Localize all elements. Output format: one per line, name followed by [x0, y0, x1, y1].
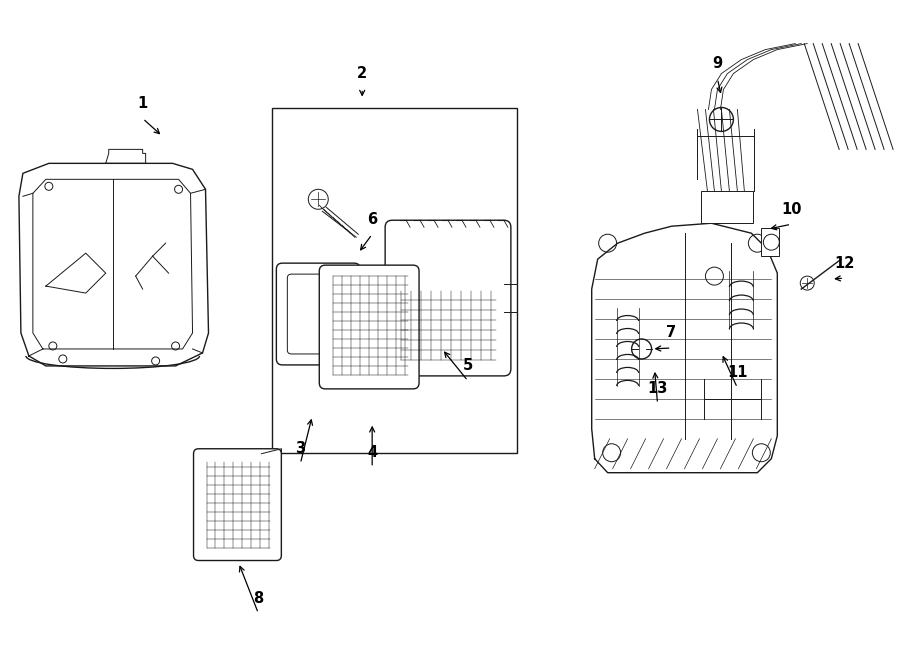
Polygon shape	[19, 163, 209, 366]
Text: 3: 3	[295, 442, 305, 456]
Text: 2: 2	[357, 66, 367, 81]
Text: 5: 5	[463, 358, 473, 373]
Text: 6: 6	[367, 212, 377, 227]
Bar	[701, 191, 753, 223]
Bar	[761, 228, 779, 256]
Text: 1: 1	[138, 96, 148, 111]
FancyBboxPatch shape	[276, 263, 360, 365]
Text: 11: 11	[727, 366, 748, 381]
Text: 10: 10	[781, 202, 802, 217]
FancyBboxPatch shape	[194, 449, 282, 561]
Text: 7: 7	[667, 325, 677, 340]
Text: 8: 8	[253, 591, 264, 606]
Polygon shape	[591, 223, 778, 473]
Bar	[273, 108, 517, 453]
Text: 4: 4	[367, 446, 377, 460]
Text: 13: 13	[647, 381, 668, 397]
Text: 12: 12	[834, 256, 854, 270]
FancyBboxPatch shape	[320, 265, 419, 389]
FancyBboxPatch shape	[385, 220, 511, 376]
Text: 9: 9	[713, 56, 723, 71]
